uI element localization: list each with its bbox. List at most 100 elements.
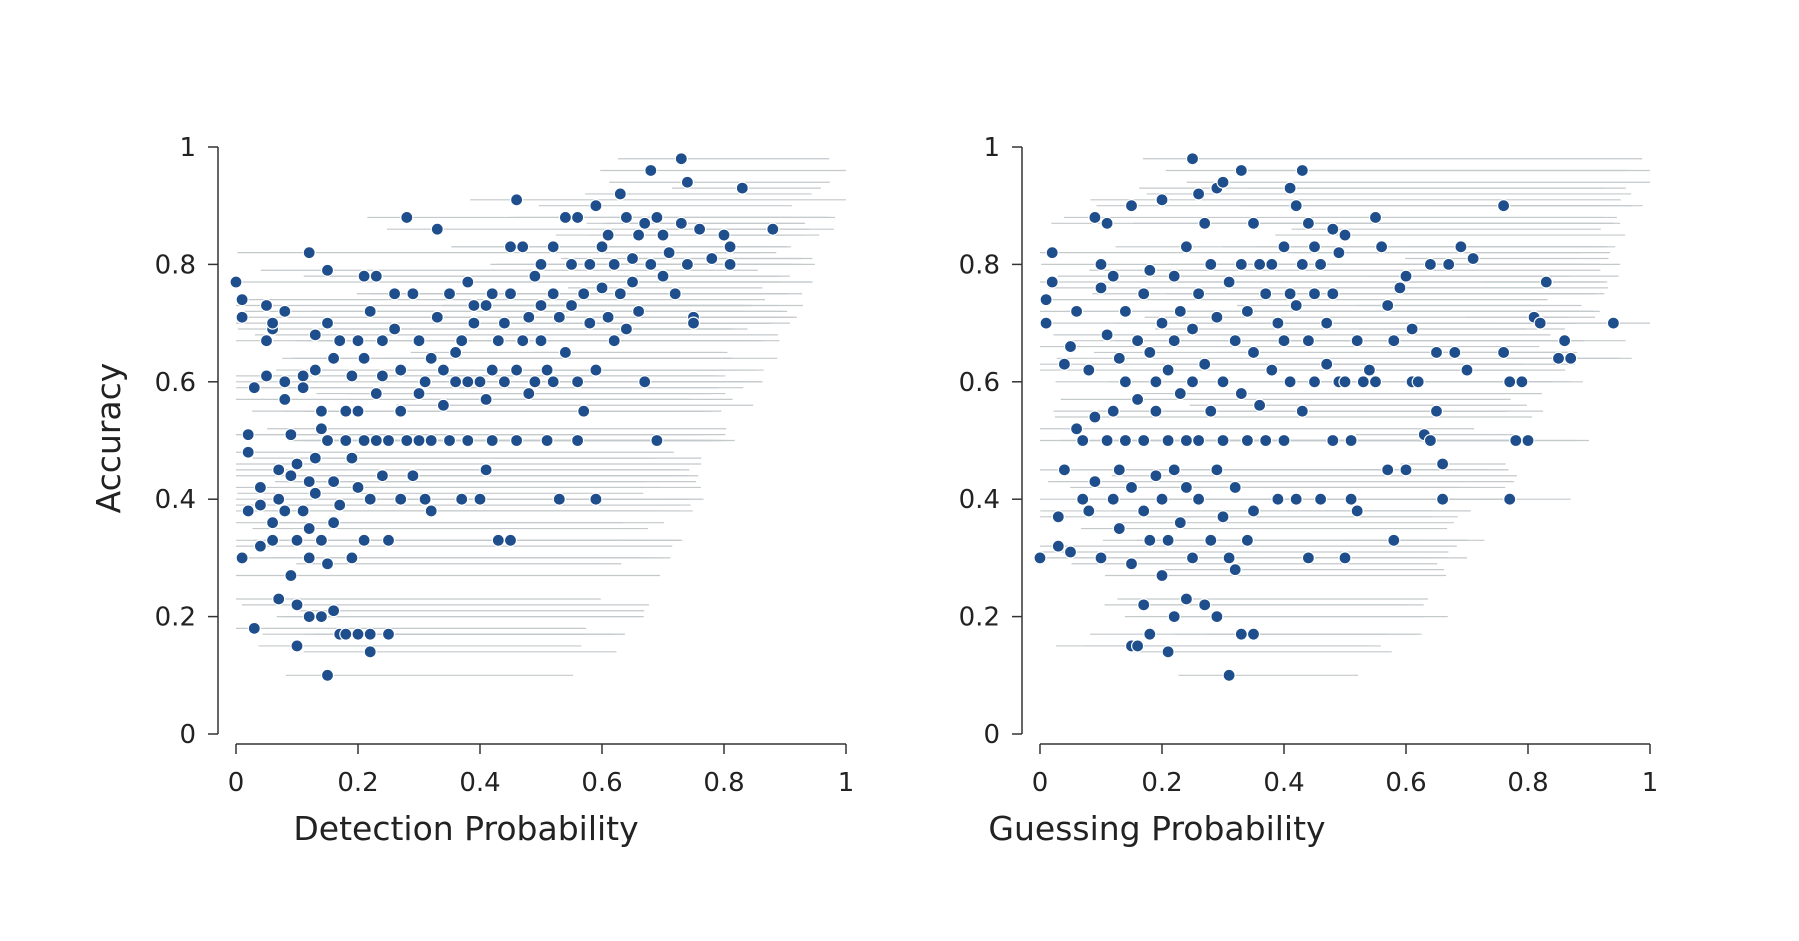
data-point [680,175,695,189]
data-point [558,345,573,360]
data-point [369,433,383,448]
data-point [1118,433,1133,448]
data-point [1124,199,1139,213]
data-point [613,287,627,301]
data-point [1143,627,1157,641]
data-point [412,334,426,348]
data-point [650,433,664,448]
data-point [1149,469,1163,483]
data-point [552,492,566,506]
data-point [509,363,524,377]
data-point [717,228,731,242]
data-point [1313,492,1328,506]
data-point [1198,598,1212,612]
data-point [1313,257,1328,271]
data-point [1106,404,1120,418]
data-point [1100,433,1114,448]
data-point [1240,433,1255,448]
data-point [577,287,591,301]
data-point [278,504,292,518]
data-point [1429,404,1444,418]
x-tick-label: 0.2 [1141,768,1182,798]
data-point [351,334,365,348]
data-point [1094,257,1108,271]
data-point [1387,334,1401,348]
data-point [241,428,255,442]
data-point [1338,228,1352,242]
interval-lines [1040,158,1650,676]
data-point [552,310,566,324]
data-point [418,492,432,506]
data-point [485,287,499,301]
data-point [1137,433,1151,448]
data-point [1222,668,1236,682]
data-point [375,334,389,348]
data-point [1411,375,1425,389]
x-tick-label: 0.2 [337,768,378,798]
data-point [1423,257,1438,271]
data-point [339,404,353,418]
data-point [1435,492,1450,506]
data-point [266,533,280,547]
x-tick-label: 0.8 [703,768,744,798]
data-point [412,386,426,401]
data-point [1307,375,1322,389]
data-point [424,504,438,518]
data-point [1307,240,1322,254]
data-point [1252,398,1267,412]
data-point [1277,433,1291,448]
data-point [473,375,487,389]
data-point [607,257,621,271]
data-point [656,269,670,283]
data-point [1191,433,1206,448]
data-point [1301,334,1316,348]
data-point [1222,275,1236,289]
data-point [1356,375,1370,389]
data-point [241,504,255,518]
data-point [1210,463,1224,477]
data-point [1259,287,1273,301]
interval-lines [236,158,846,676]
data-point [1454,240,1468,254]
data-point [1149,404,1163,418]
data-point [1295,163,1309,178]
data-point [583,257,597,271]
data-point [302,521,316,536]
data-point [449,345,463,360]
data-point [327,474,341,489]
data-point [534,257,548,271]
data-point [509,433,524,448]
data-point [1216,375,1230,389]
data-point [1149,375,1163,389]
data-point [1069,304,1084,318]
data-point [259,298,274,313]
data-point [381,433,396,448]
y-tick-label: 0.6 [155,368,196,398]
data-point [1130,392,1145,407]
data-point [479,298,493,313]
data-point [308,328,322,342]
data-point [686,316,701,330]
data-point [1399,463,1413,477]
data-point [1118,375,1133,389]
data-point [290,639,304,653]
data-point [1338,551,1352,565]
data-point [308,486,322,500]
data-point [388,322,402,336]
data-point [723,257,737,271]
data-point [394,404,408,418]
data-point [1106,492,1120,506]
data-point [1399,269,1413,283]
data-point [1210,310,1224,324]
data-point [320,263,335,277]
data-point [1295,404,1309,418]
data-point [1124,557,1139,571]
y-axis-title: Accuracy [89,363,128,514]
x-tick-label: 0 [228,768,245,798]
y-tick-label: 0 [983,720,1000,750]
data-point [1246,504,1261,518]
data-point [656,228,670,242]
data-point [1088,410,1102,424]
data-point [333,498,347,512]
